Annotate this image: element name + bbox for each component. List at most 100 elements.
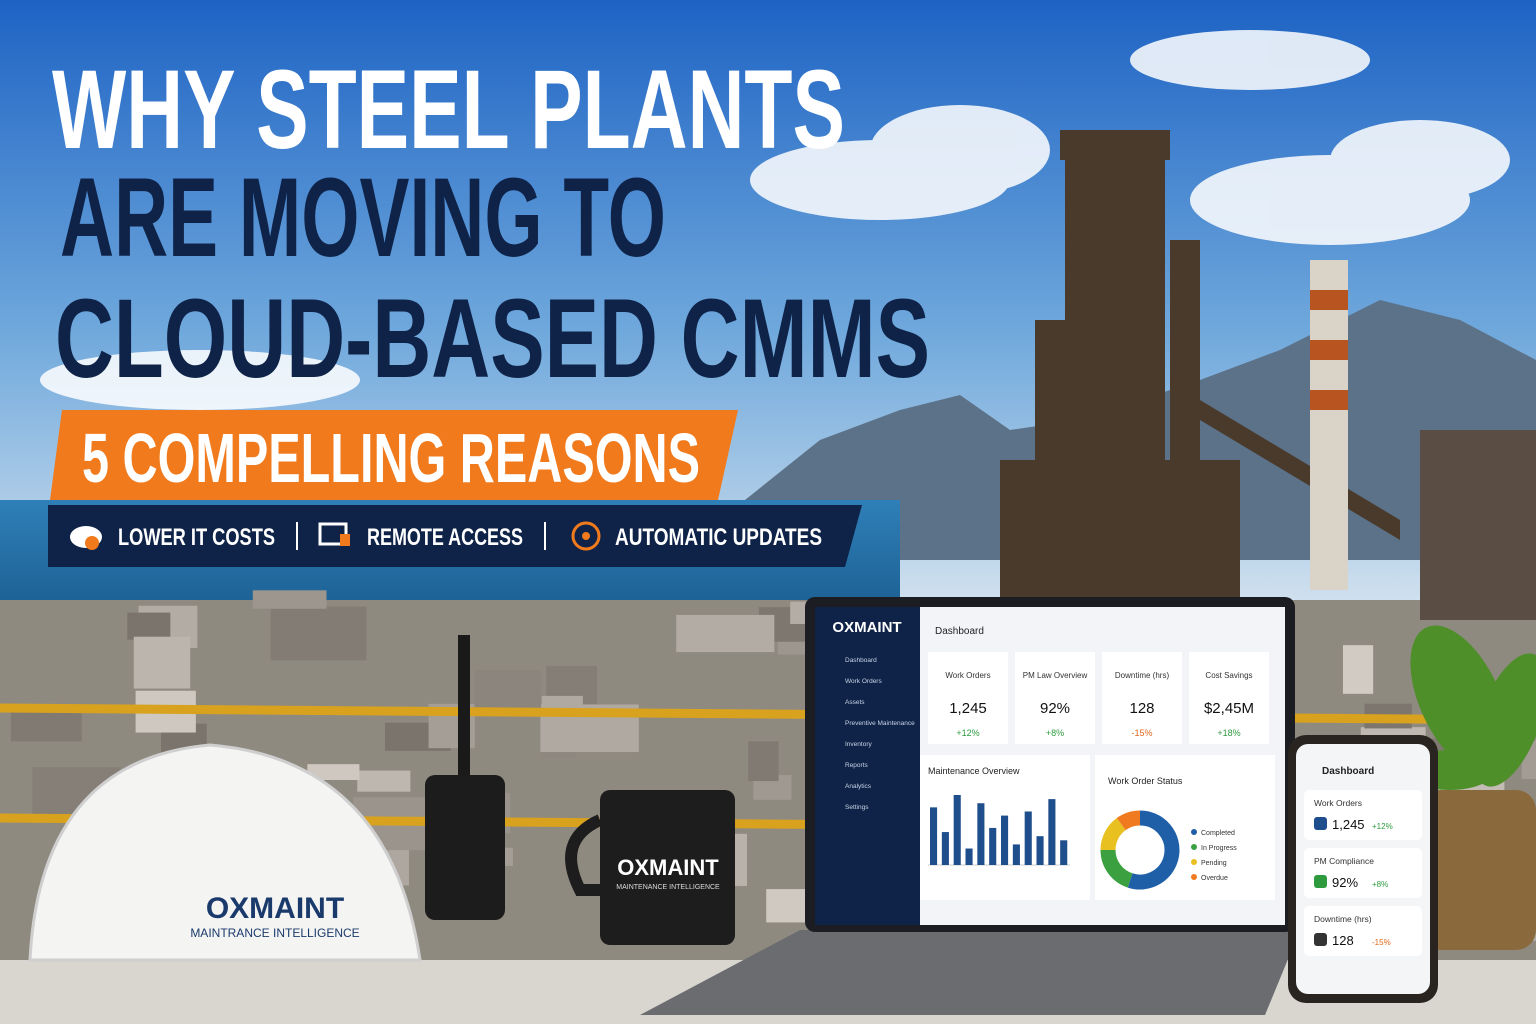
nav-item: Settings (845, 804, 869, 811)
phone-card-change: +12% (1372, 822, 1393, 831)
mug-brand: OXMAINT (617, 855, 719, 880)
kpi-value: 92% (1040, 700, 1070, 717)
legend-dot (1191, 859, 1197, 865)
bar (1048, 799, 1056, 865)
plant-pot (1420, 790, 1536, 950)
phone-card-icon (1314, 817, 1327, 830)
panel-title: Maintenance Overview (928, 766, 1020, 776)
kpi-card (1102, 652, 1182, 744)
badge: 5 COMPELLING REASONS (82, 419, 700, 497)
city-block (748, 741, 779, 782)
phone-card (1304, 906, 1422, 956)
feature: AUTOMATIC UPDATES (615, 524, 822, 551)
phone-card-label: Downtime (hrs) (1314, 914, 1372, 924)
kpi-label: Downtime (hrs) (1115, 671, 1170, 680)
city-block (474, 670, 541, 708)
bar (941, 832, 949, 865)
legend-dot (1191, 874, 1197, 880)
legend-label: Completed (1201, 830, 1235, 837)
kpi-value: 1,245 (949, 700, 987, 717)
bar (1012, 844, 1020, 865)
bar (965, 848, 973, 865)
bar (953, 795, 961, 865)
sidebar-logo: OXMAINT (832, 619, 901, 636)
clouds (40, 30, 1510, 410)
plant-leaves (1405, 625, 1536, 790)
bar (1024, 811, 1032, 865)
phone-card-change: +8% (1372, 880, 1388, 889)
mug (600, 790, 735, 945)
kpi-card (1015, 652, 1095, 744)
city-block (270, 606, 367, 661)
kpi-value: 128 (1129, 700, 1154, 717)
phone-card-label: Work Orders (1314, 798, 1362, 808)
city-block (1342, 645, 1374, 694)
kpi-change: +8% (1046, 728, 1064, 738)
chimney (1310, 260, 1348, 590)
headline-line: CLOUD-BASED CMMS (55, 276, 930, 401)
helmet-brand: OXMAINT (206, 892, 344, 925)
phone-card-label: PM Compliance (1314, 856, 1374, 866)
nav-item: Analytics (845, 783, 872, 790)
kpi-change: -15% (1131, 728, 1152, 738)
nav-item: Preventive Maintenance (845, 720, 915, 727)
phone-card (1304, 790, 1422, 840)
feature-icons (70, 521, 601, 551)
mug-tagline: MAINTENANCE INTELLIGENCE (616, 884, 720, 891)
sidebar (815, 607, 920, 925)
sidebar-nav: Dashboard Work Orders Assets Preventive Mai… (845, 657, 915, 811)
city-block (676, 614, 775, 653)
city-block (357, 770, 411, 792)
legend-dot (1191, 829, 1197, 835)
phone-card-value: 128 (1332, 933, 1354, 948)
kpi-label: Work Orders (945, 671, 990, 680)
donut-segment (1100, 818, 1126, 851)
legend-label: In Progress (1201, 845, 1237, 852)
kpi-change: +12% (956, 728, 979, 738)
bar (1036, 836, 1044, 865)
headline-line: WHY STEEL PLANTS (52, 47, 845, 172)
badge-bg (50, 410, 738, 500)
nav-item: Reports (845, 762, 869, 769)
city-block (127, 612, 171, 640)
laptop-cards: Work Orders 1,245 +12% PM Law Overview 92% +8… (928, 652, 1269, 744)
kpi-change: +18% (1217, 728, 1240, 738)
city-block (252, 590, 327, 609)
kpi-label: Cost Savings (1205, 671, 1252, 680)
donut-segment (1100, 849, 1133, 888)
feature-dividers (296, 522, 546, 550)
headline-line: ARE MOVING TO (60, 155, 666, 280)
nav-item: Dashboard (845, 657, 877, 664)
radio-antenna (458, 635, 470, 785)
laptop-base (640, 930, 1300, 1015)
panel-title: Work Order Status (1108, 776, 1183, 786)
phone-card-value: 92% (1332, 875, 1358, 890)
city-block (307, 764, 360, 781)
nav-item: Work Orders (845, 678, 882, 685)
mug-handle (565, 814, 603, 896)
kpi-value: $2,45M (1204, 700, 1254, 717)
bar (930, 807, 938, 865)
phone-card-value: 1,245 (1332, 817, 1365, 832)
donut-segment (1127, 810, 1180, 890)
bar-chart (928, 795, 1070, 866)
nav-item: Assets (845, 699, 865, 706)
blast-furnace (1000, 130, 1400, 620)
nav-item: Inventory (845, 741, 872, 748)
helmet-tagline: MAINTRANCE INTELLIGENCE (190, 926, 359, 940)
phone-card-icon (1314, 875, 1327, 888)
kpi-card (928, 652, 1008, 744)
screen-header: Dashboard (935, 626, 984, 637)
kpi-card (1189, 652, 1269, 744)
legend-label: Overdue (1201, 875, 1228, 882)
donut-chart: Completed In Progress Pending Overdue (1100, 810, 1237, 890)
radio (425, 775, 505, 920)
legend-dot (1191, 844, 1197, 850)
phone-card-icon (1314, 933, 1327, 946)
phone-cards: Work Orders 1,245 +12% PM Compliance 92% +8% D… (1304, 790, 1422, 956)
feature: LOWER IT COSTS (118, 524, 275, 551)
kpi-label: PM Law Overview (1023, 671, 1088, 680)
donut-segment (1116, 810, 1141, 831)
